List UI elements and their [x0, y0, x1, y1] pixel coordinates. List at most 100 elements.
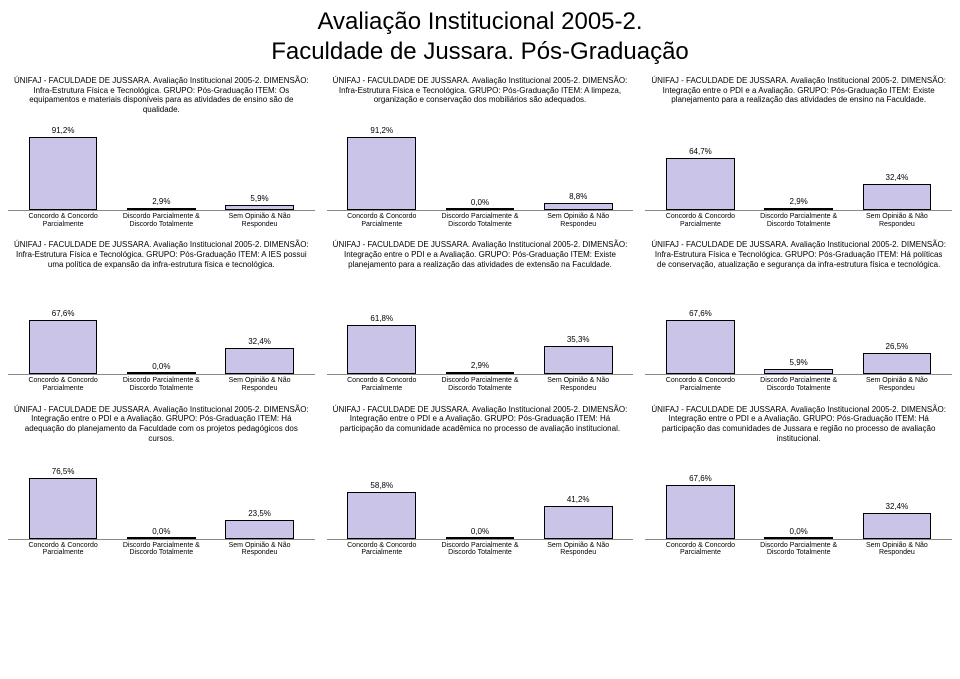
- x-axis: Concordo & Concordo ParcialmenteDiscordo…: [8, 539, 315, 557]
- bar-value-label: 23,5%: [248, 509, 271, 518]
- chart-area: 61,8% 2,9% 35,3%: [327, 294, 634, 374]
- bar-value-label: 8,8%: [569, 192, 587, 201]
- bar: [764, 369, 833, 374]
- chart-area: 76,5% 0,0% 23,5%: [8, 459, 315, 539]
- x-axis-label: Concordo & Concordo Parcialmente: [333, 213, 431, 228]
- chart-area: 67,6% 0,0%32,4%: [645, 459, 952, 539]
- x-axis: Concordo & Concordo ParcialmenteDiscordo…: [8, 374, 315, 392]
- chart-card: ÚNIFAJ - FACULDADE DE JUSSARA. Avaliação…: [645, 240, 952, 392]
- bar: [863, 513, 932, 539]
- bar-value-label: 67,6%: [689, 474, 712, 483]
- bar-group: 2,9%: [750, 130, 848, 210]
- bar-value-label: 0,0%: [471, 527, 489, 536]
- x-axis: Concordo & Concordo ParcialmenteDiscordo…: [327, 210, 634, 228]
- bar-group: 0,0%: [431, 459, 529, 539]
- bar: [764, 208, 833, 210]
- bar-value-label: 67,6%: [689, 309, 712, 318]
- x-axis-label: Discordo Parcialmente & Discordo Totalme…: [431, 377, 529, 392]
- bar-value-label: 61,8%: [370, 314, 393, 323]
- bar-group: 35,3%: [529, 294, 627, 374]
- x-axis-label: Concordo & Concordo Parcialmente: [333, 377, 431, 392]
- bar-group: 0,0%: [431, 130, 529, 210]
- x-axis-label: Concordo & Concordo Parcialmente: [651, 213, 749, 228]
- x-axis-label: Concordo & Concordo Parcialmente: [333, 542, 431, 557]
- chart-area: 58,8%0,0%41,2%: [327, 459, 634, 539]
- bar-group: 32,4%: [848, 459, 946, 539]
- x-axis-label: Sem Opinião & Não Respondeu: [529, 377, 627, 392]
- x-axis-label: Sem Opinião & Não Respondeu: [848, 542, 946, 557]
- bar: [347, 137, 416, 210]
- bar-group: 91,2%: [14, 130, 112, 210]
- x-axis: Concordo & Concordo ParcialmenteDiscordo…: [645, 539, 952, 557]
- bar: [225, 520, 294, 539]
- bar: [666, 320, 735, 374]
- x-axis-label: Sem Opinião & Não Respondeu: [529, 213, 627, 228]
- bar-value-label: 0,0%: [471, 198, 489, 207]
- bar-value-label: 26,5%: [886, 342, 909, 351]
- bar-group: 67,6%: [651, 459, 749, 539]
- x-axis-label: Discordo Parcialmente & Discordo Totalme…: [431, 213, 529, 228]
- bar-value-label: 32,4%: [886, 173, 909, 182]
- x-axis-label: Concordo & Concordo Parcialmente: [651, 542, 749, 557]
- chart-card: ÚNIFAJ - FACULDADE DE JUSSARA. Avaliação…: [8, 76, 315, 228]
- bar-group: 0,0%: [750, 459, 848, 539]
- bar-value-label: 64,7%: [689, 147, 712, 156]
- chart-card: ÚNIFAJ - FACULDADE DE JUSSARA. Avaliação…: [8, 240, 315, 392]
- bar-group: 76,5%: [14, 459, 112, 539]
- x-axis: Concordo & Concordo ParcialmenteDiscordo…: [327, 539, 634, 557]
- chart-card: ÚNIFAJ - FACULDADE DE JUSSARA. Avaliação…: [327, 405, 634, 557]
- bar: [666, 158, 735, 210]
- bar: [544, 346, 613, 374]
- chart-title: ÚNIFAJ - FACULDADE DE JUSSARA. Avaliação…: [327, 240, 634, 290]
- bar-value-label: 91,2%: [370, 126, 393, 135]
- bar-value-label: 35,3%: [567, 335, 590, 344]
- chart-card: ÚNIFAJ - FACULDADE DE JUSSARA. Avaliação…: [327, 240, 634, 392]
- x-axis-label: Discordo Parcialmente & Discordo Totalme…: [112, 377, 210, 392]
- bar: [666, 485, 735, 539]
- bar-value-label: 0,0%: [152, 527, 170, 536]
- x-axis-label: Sem Opinião & Não Respondeu: [848, 377, 946, 392]
- bar-value-label: 67,6%: [52, 309, 75, 318]
- bar-value-label: 5,9%: [250, 194, 268, 203]
- chart-area: 91,2% 0,0% 8,8%: [327, 130, 634, 210]
- bar-group: 91,2%: [333, 130, 431, 210]
- bar-value-label: 91,2%: [52, 126, 75, 135]
- bar-group: 61,8%: [333, 294, 431, 374]
- bar: [446, 208, 515, 210]
- bar: [446, 372, 515, 374]
- bar-value-label: 76,5%: [52, 467, 75, 476]
- chart-title: ÚNIFAJ - FACULDADE DE JUSSARA. Avaliação…: [645, 76, 952, 126]
- bar-value-label: 2,9%: [790, 197, 808, 206]
- bar-value-label: 2,9%: [471, 361, 489, 370]
- x-axis-label: Discordo Parcialmente & Discordo Totalme…: [112, 542, 210, 557]
- page-title: Avaliação Institucional 2005-2.: [8, 8, 952, 36]
- bar-group: 5,9%: [750, 294, 848, 374]
- chart-card: ÚNIFAJ - FACULDADE DE JUSSARA. Avaliação…: [645, 405, 952, 557]
- bar: [127, 372, 196, 374]
- chart-card: ÚNIFAJ - FACULDADE DE JUSSARA. Avaliação…: [645, 76, 952, 228]
- x-axis-label: Sem Opinião & Não Respondeu: [210, 542, 308, 557]
- bar-group: 2,9%: [112, 130, 210, 210]
- bar: [544, 506, 613, 539]
- bar: [29, 478, 98, 539]
- chart-grid: ÚNIFAJ - FACULDADE DE JUSSARA. Avaliação…: [8, 76, 952, 557]
- x-axis-label: Discordo Parcialmente & Discordo Totalme…: [750, 542, 848, 557]
- bar-value-label: 58,8%: [370, 481, 393, 490]
- chart-card: ÚNIFAJ - FACULDADE DE JUSSARA. Avaliação…: [8, 405, 315, 557]
- bar-group: 64,7%: [651, 130, 749, 210]
- bar-value-label: 32,4%: [248, 337, 271, 346]
- x-axis-label: Concordo & Concordo Parcialmente: [651, 377, 749, 392]
- x-axis-label: Sem Opinião & Não Respondeu: [848, 213, 946, 228]
- bar: [29, 320, 98, 374]
- chart-card: ÚNIFAJ - FACULDADE DE JUSSARA. Avaliação…: [327, 76, 634, 228]
- x-axis-label: Concordo & Concordo Parcialmente: [14, 213, 112, 228]
- chart-area: 67,6% 5,9% 26,5%: [645, 294, 952, 374]
- x-axis: Concordo & Concordo ParcialmenteDiscordo…: [645, 210, 952, 228]
- bar-group: 32,4%: [848, 130, 946, 210]
- page-subtitle: Faculdade de Jussara. Pós-Graduação: [8, 38, 952, 66]
- bar-value-label: 5,9%: [790, 358, 808, 367]
- bar-group: 0,0%: [112, 294, 210, 374]
- x-axis-label: Sem Opinião & Não Respondeu: [210, 213, 308, 228]
- chart-area: 91,2%2,9% 5,9%: [8, 130, 315, 210]
- bar: [446, 537, 515, 539]
